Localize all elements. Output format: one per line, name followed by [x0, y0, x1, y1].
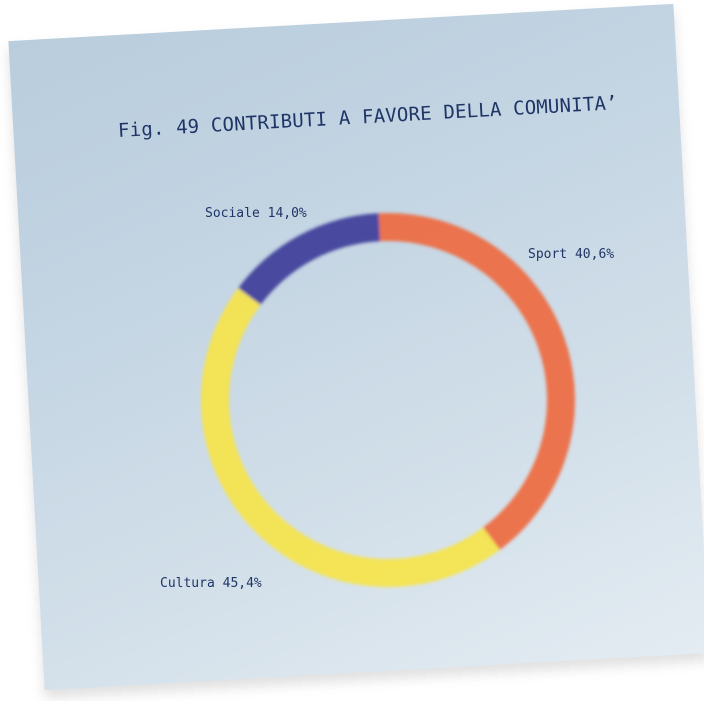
slice-label-sociale: Sociale 14,0% [205, 206, 307, 221]
slice-label-cultura: Cultura 45,4% [160, 576, 262, 591]
slice-sociale [238, 213, 381, 306]
slice-label-sport: Sport 40,6% [528, 247, 614, 262]
slice-cultura [201, 288, 500, 587]
slice-sport [378, 213, 575, 550]
